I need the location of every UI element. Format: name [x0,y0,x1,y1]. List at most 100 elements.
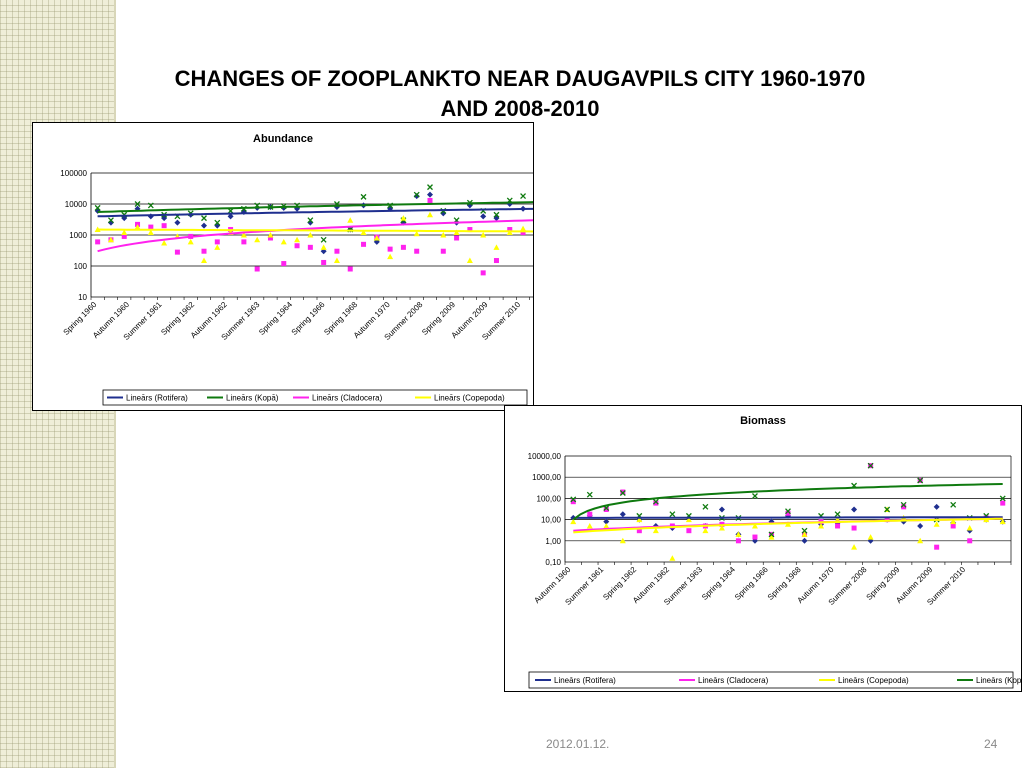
abundance-point-copepoda [347,217,354,223]
abundance-point-rotifera [427,191,433,198]
abundance-point-copepoda [307,232,314,238]
abundance-point-cladocera [414,248,420,254]
abundance-point-kopa [134,201,141,207]
biomass-point-cladocera [835,523,841,529]
abundance-y-tick-label: 10000 [65,200,88,209]
abundance-point-cladocera [161,223,167,229]
biomass-point-cladocera [636,528,642,534]
biomass-point-rotifera [900,518,907,525]
abundance-x-tick-label: Spring 1964 [257,300,294,337]
abundance-point-kopa [147,202,154,209]
abundance-point-copepoda [400,215,407,221]
abundance-y-tick-label: 1000 [69,231,87,240]
abundance-point-copepoda [480,232,487,238]
abundance-point-rotifera [214,222,221,229]
biomass-x-tick-label: Spring 1964 [700,565,737,602]
biomass-point-cladocera [967,538,973,544]
abundance-point-cladocera [493,258,499,264]
abundance-point-rotifera [161,215,168,222]
biomass-point-cladocera [884,517,890,523]
abundance-point-cladocera [148,224,154,230]
biomass-point-cladocera [950,523,956,529]
biomass-point-copepoda [570,518,577,525]
biomass-trend-copepoda [573,517,1003,534]
biomass-point-rotifera [851,506,858,513]
biomass-point-copepoda [586,522,593,529]
abundance-point-copepoda [466,257,473,264]
slide-title: CHANGES OF ZOOPLANKTO NEAR DAUGAVPILS CI… [130,64,910,124]
biomass-point-rotifera [570,514,577,521]
biomass-point-kopa [917,477,924,484]
abundance-point-copepoda [147,229,154,236]
abundance-x-tick-label: Spring 1966 [290,300,327,337]
biomass-point-copepoda [751,522,758,529]
biomass-chart-title: Biomass [740,415,786,427]
biomass-point-rotifera [619,511,626,518]
biomass-point-copepoda [966,525,973,531]
abundance-point-cladocera [387,246,393,252]
abundance-point-cladocera [121,233,127,239]
abundance-point-rotifera [493,215,500,222]
biomass-point-copepoda [950,518,957,525]
biomass-point-cladocera [603,506,609,512]
abundance-point-copepoda [360,229,367,236]
abundance-point-cladocera [520,230,526,236]
abundance-point-cladocera [334,248,340,254]
biomass-point-kopa [586,491,593,498]
abundance-point-kopa [227,207,234,214]
biomass-point-kopa [785,508,791,515]
biomass-point-cladocera [851,525,857,531]
biomass-point-cladocera [1000,500,1006,506]
abundance-point-copepoda [240,232,247,238]
biomass-point-kopa [950,501,957,508]
biomass-point-cladocera [901,504,907,510]
abundance-point-cladocera [281,261,287,267]
abundance-point-kopa [94,204,101,211]
biomass-point-rotifera [718,506,725,513]
abundance-point-kopa [307,217,314,224]
biomass-point-cladocera [686,528,692,534]
biomass-point-copepoda [933,521,940,527]
biomass-point-rotifera [867,537,874,544]
biomass-point-copepoda [917,537,924,544]
abundance-point-rotifera [201,222,207,229]
abundance-point-kopa [413,191,420,198]
abundance-legend-label-cladocera: Lineārs (Cladocera) [312,394,383,403]
abundance-point-cladocera [400,244,406,250]
biomass-point-cladocera [620,489,626,495]
abundance-point-cladocera [440,248,446,254]
abundance-point-cladocera [214,239,220,245]
biomass-point-rotifera [917,522,924,529]
abundance-point-cladocera [201,248,207,254]
biomass-point-kopa [900,501,907,508]
biomass-point-kopa [884,506,891,513]
abundance-point-copepoda [427,211,433,218]
biomass-point-cladocera [785,510,791,516]
biomass-legend-box [528,671,1014,689]
abundance-legend-label-rotifera: Lineārs (Rotifera) [126,394,188,403]
abundance-point-cladocera [294,243,300,249]
biomass-legend-label-kopa: Lineārs (Kopā) [976,676,1021,685]
biomass-point-rotifera [801,537,808,544]
biomass-chart: Biomass 0,10 1,00 10,00 100,00 1000,00 10000,0… [504,405,1022,692]
biomass-point-copepoda [636,516,643,523]
abundance-point-kopa [201,215,207,222]
biomass-y-tick-label: 0,10 [545,558,561,567]
biomass-point-kopa [768,531,775,538]
abundance-point-copepoda [134,224,141,230]
biomass-point-copepoda [669,555,676,561]
abundance-point-cladocera [321,259,327,265]
abundance-point-cladocera [267,235,273,241]
abundance-point-copepoda [520,225,527,232]
abundance-trend-cladocera [97,219,533,253]
biomass-point-cladocera [587,511,593,517]
biomass-point-copepoda [801,531,808,537]
abundance-legend-label-kopa: Lineārs (Kopā) [226,394,279,403]
abundance-point-copepoda [387,253,394,260]
abundance-point-kopa [214,219,221,226]
footer-date: 2012.01.12. [546,737,610,751]
abundance-point-kopa [520,193,527,200]
biomass-point-copepoda [999,518,1006,525]
biomass-trend-rotifera [573,516,1003,519]
